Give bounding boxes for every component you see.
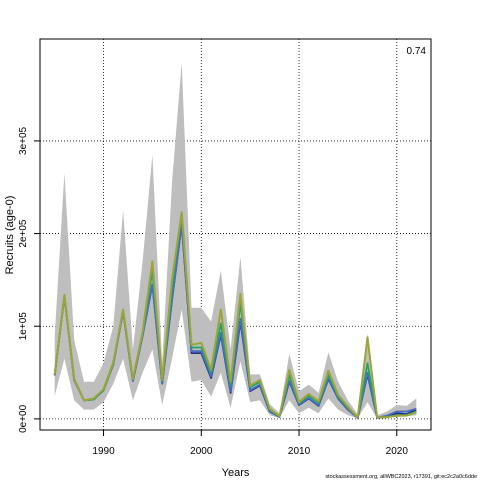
footer-credit: stockassessment.org, allWBC2023, r17391,… — [325, 474, 477, 480]
series-lines — [53, 211, 417, 419]
y-tick-label: 3e+05 — [18, 126, 29, 155]
x-axis-title: Years — [222, 467, 250, 479]
x-tick-label: 2000 — [190, 446, 213, 457]
x-tick-label: 2020 — [386, 446, 409, 457]
confidence-band — [54, 62, 417, 419]
y-tick-label: 0e+00 — [18, 404, 29, 433]
corner-annotation: 0.74 — [407, 46, 427, 57]
x-axis: 1990 2000 2010 2020 — [92, 430, 408, 457]
y-axis-title: Recruits (age-0) — [4, 196, 16, 275]
x-tick-label: 1990 — [92, 446, 115, 457]
y-axis: 0e+00 1e+05 2e+05 3e+05 — [18, 126, 40, 433]
x-tick-label: 2010 — [288, 446, 311, 457]
series-line — [53, 211, 417, 419]
plot-frame — [39, 38, 432, 431]
y-tick-label: 1e+05 — [18, 312, 29, 341]
y-tick-label: 2e+05 — [18, 219, 29, 248]
